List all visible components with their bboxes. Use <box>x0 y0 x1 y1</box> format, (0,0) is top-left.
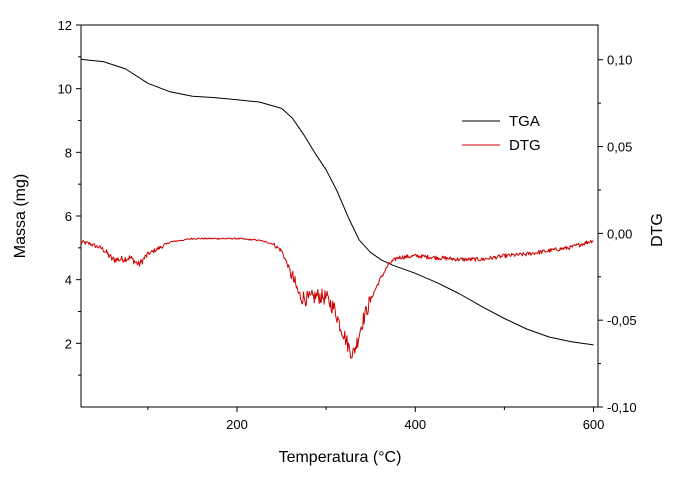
y-right-axis-title: DTG <box>649 213 666 247</box>
y-left-tick-label: 8 <box>65 145 72 160</box>
series-line-tga <box>80 58 594 346</box>
legend-label-dtg: DTG <box>509 137 541 154</box>
y-right-tick-label: 0,10 <box>607 53 632 68</box>
y-right-tick-label: 0,00 <box>607 226 632 241</box>
plot-area <box>80 24 599 408</box>
y-left-axis-title: Massa (mg) <box>12 174 29 258</box>
x-tick-label: 600 <box>583 417 605 432</box>
y-left-tick-label: 10 <box>58 82 72 97</box>
legend: TGA DTG <box>462 113 541 154</box>
x-tick-label: 200 <box>226 417 248 432</box>
y-right-tick-label: -0,10 <box>607 400 637 415</box>
y-left-tick-label: 2 <box>65 336 72 351</box>
x-tick-label: 400 <box>404 417 426 432</box>
x-axis-title: Temperatura (°C) <box>279 449 402 466</box>
y-left-tick-label: 12 <box>58 18 72 33</box>
y-left-tick-label: 6 <box>65 209 72 224</box>
legend-label-tga: TGA <box>509 113 540 130</box>
y-left-tick-label: 4 <box>65 273 72 288</box>
y-right-tick-label: 0,05 <box>607 140 632 155</box>
series-line-dtg <box>80 237 594 359</box>
y-right-tick-label: -0,05 <box>607 313 637 328</box>
